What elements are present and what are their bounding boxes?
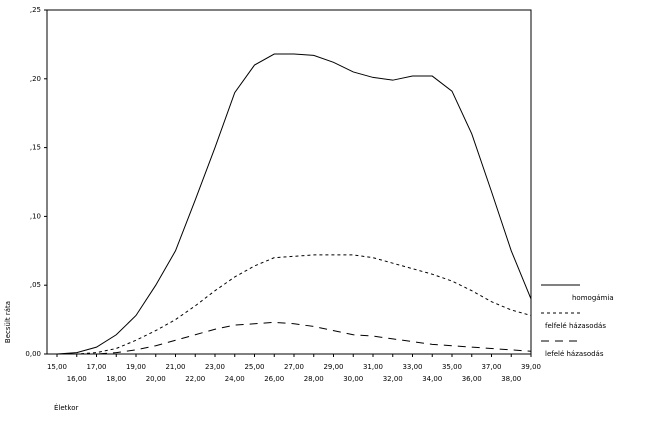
legend-label: homogámia — [572, 294, 614, 302]
x-tick-label: 32,00 — [383, 375, 403, 383]
x-tick-label: 33,00 — [402, 363, 422, 371]
series-line — [57, 321, 532, 355]
x-tick-label: 24,00 — [225, 375, 245, 383]
y-axis-label: Becsült ráta — [4, 301, 12, 343]
series-line — [56, 53, 532, 355]
x-tick-label: 15,00 — [47, 363, 67, 371]
x-tick-label: 16,00 — [67, 375, 87, 383]
y-tick-label: ,15 — [30, 144, 41, 152]
x-tick-label: 35,00 — [442, 363, 462, 371]
x-tick-label: 31,00 — [363, 363, 383, 371]
x-tick-label: 38,00 — [501, 375, 521, 383]
x-tick-label: 19,00 — [126, 363, 146, 371]
x-tick-label: 26,00 — [264, 375, 284, 383]
legend-label: lefelé házasodás — [545, 350, 604, 358]
y-tick-label: ,10 — [30, 212, 41, 220]
y-tick-label: ,20 — [30, 75, 41, 83]
x-tick-label: 39,00 — [521, 363, 541, 371]
x-tick-label: 27,00 — [284, 363, 304, 371]
plot-frame — [46, 9, 532, 355]
x-tick-label: 28,00 — [304, 375, 324, 383]
x-tick-label: 17,00 — [86, 363, 106, 371]
x-tick-label: 29,00 — [323, 363, 343, 371]
x-tick-label: 25,00 — [244, 363, 264, 371]
x-tick-label: 18,00 — [106, 375, 126, 383]
x-tick-label: 22,00 — [185, 375, 205, 383]
x-tick-label: 20,00 — [146, 375, 166, 383]
y-tick-label: ,05 — [30, 281, 41, 289]
x-axis-label: Életkor — [54, 403, 79, 412]
series-line — [57, 254, 532, 355]
x-tick-label: 34,00 — [422, 375, 442, 383]
y-tick-label: 0,00 — [25, 350, 41, 358]
x-tick-label: 21,00 — [165, 363, 185, 371]
x-tick-label: 23,00 — [205, 363, 225, 371]
legend-label: felfelé házasodás — [545, 322, 606, 330]
x-tick-label: 36,00 — [462, 375, 482, 383]
x-tick-label: 37,00 — [481, 363, 501, 371]
x-tick-label: 30,00 — [343, 375, 363, 383]
y-tick-label: ,25 — [30, 6, 41, 14]
